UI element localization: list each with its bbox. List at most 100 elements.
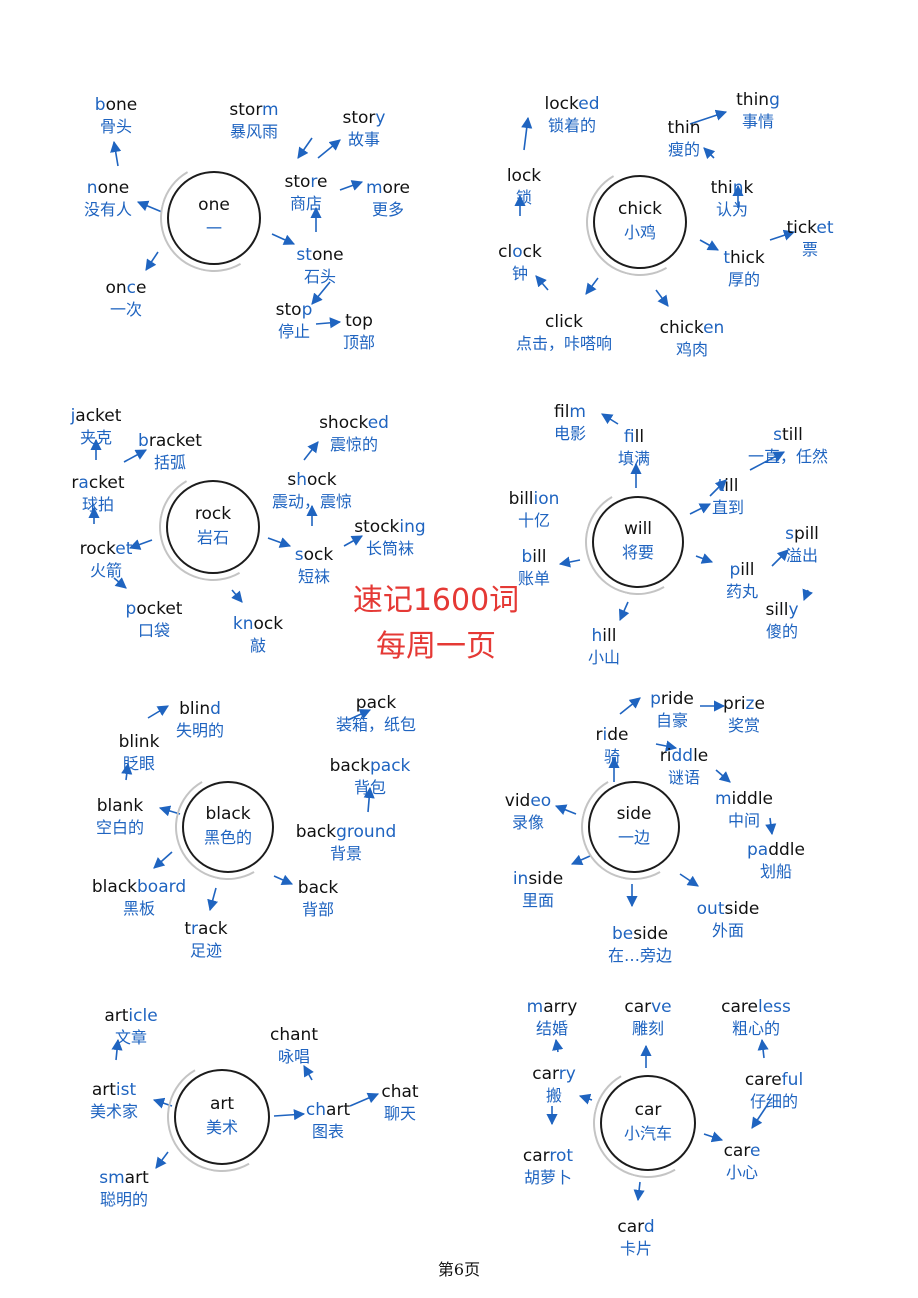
hub-black: black 黑色的 xyxy=(163,762,293,892)
hub-meaning: 美术 xyxy=(205,1118,238,1138)
word-entry: shock 震动，震惊 xyxy=(272,470,352,512)
word-entry: thick 厚的 xyxy=(723,248,764,290)
word-meaning: 口袋 xyxy=(137,621,171,640)
word-entry: stone 石头 xyxy=(296,245,343,287)
word-meaning: 傻的 xyxy=(765,622,798,641)
arrow-icon xyxy=(521,116,533,151)
word-english: track xyxy=(184,919,228,939)
hub-meaning: 一边 xyxy=(617,828,650,848)
word-entry: hill 小山 xyxy=(588,626,620,668)
word-english: none xyxy=(86,178,130,198)
word-entry: blind 失明的 xyxy=(176,699,224,741)
word-meaning: 眨眼 xyxy=(122,754,155,773)
word-meaning: 粗心的 xyxy=(731,1019,780,1038)
word-entry: click 点击，咔嗒响 xyxy=(516,312,612,354)
word-english: once xyxy=(105,278,147,298)
word-meaning: 账单 xyxy=(517,569,551,588)
word-meaning: 中间 xyxy=(727,811,760,830)
hub-ring xyxy=(166,480,260,574)
word-english: stocking xyxy=(354,517,426,537)
word-english: artist xyxy=(91,1080,137,1100)
arrow-icon xyxy=(363,786,375,813)
word-entry: pack 装箱，纸包 xyxy=(336,693,416,735)
word-meaning: 胡萝卜 xyxy=(523,1168,572,1187)
word-entry: carrot 胡萝卜 xyxy=(523,1146,573,1188)
word-english: shock xyxy=(287,470,337,490)
word-meaning: 搬 xyxy=(545,1086,562,1105)
arrow-icon xyxy=(802,588,813,602)
word-entry: film 电影 xyxy=(554,402,586,444)
arrow-icon xyxy=(343,535,363,547)
hub-label: black 黑色的 xyxy=(182,804,274,848)
arrow-icon xyxy=(158,805,181,817)
word-entry: chant 咏唱 xyxy=(270,1025,318,1067)
hub-rock: rock 岩石 xyxy=(146,460,280,594)
word-english: outside xyxy=(696,899,760,919)
word-english: pocket xyxy=(125,599,183,619)
arrow-icon xyxy=(349,1092,380,1107)
word-english: pill xyxy=(729,560,755,580)
arrow-icon xyxy=(121,762,133,781)
word-english: shocked xyxy=(319,413,389,433)
page-number: 第6页 xyxy=(437,1260,481,1279)
word-meaning: 录像 xyxy=(511,813,545,832)
word-meaning: 事情 xyxy=(741,112,775,131)
hub-word: black xyxy=(205,804,251,825)
word-entry: rocket 火箭 xyxy=(80,539,133,581)
word-entry: ticket 票 xyxy=(786,218,833,260)
hub-ring xyxy=(593,175,687,269)
word-meaning: 敲 xyxy=(249,636,266,655)
hub-meaning: 岩石 xyxy=(196,528,229,548)
word-english: inside xyxy=(512,869,564,889)
word-entry: shocked 震惊的 xyxy=(319,413,389,455)
arrow-icon xyxy=(207,887,219,912)
hub-car: car 小汽车 xyxy=(580,1055,716,1191)
word-entry: clock 钟 xyxy=(498,242,542,284)
word-english: beside xyxy=(611,924,669,944)
word-meaning: 里面 xyxy=(521,891,554,910)
word-entry: ride 骑 xyxy=(596,725,629,767)
word-entry: careful 仔细的 xyxy=(745,1070,803,1112)
arrow-icon xyxy=(317,139,341,159)
arrow-icon xyxy=(297,137,313,159)
word-meaning: 划船 xyxy=(759,862,793,881)
word-meaning: 溢出 xyxy=(785,546,819,565)
word-meaning: 填满 xyxy=(617,449,651,468)
word-english: still xyxy=(773,425,803,445)
arrow-icon xyxy=(601,413,619,425)
word-entry: outside 外面 xyxy=(697,899,760,941)
word-entry: prize 奖赏 xyxy=(723,694,765,736)
hub-ring xyxy=(588,781,680,873)
arrow-icon xyxy=(111,1038,123,1061)
arrow-icon xyxy=(267,537,292,548)
word-entry: backpack 背包 xyxy=(330,756,411,798)
arrow-icon xyxy=(535,275,549,291)
word-meaning: 小山 xyxy=(587,648,621,667)
word-english: thick xyxy=(723,248,765,268)
arrow-icon xyxy=(155,1151,169,1169)
word-meaning: 故事 xyxy=(347,130,381,149)
word-entry: card 卡片 xyxy=(617,1217,654,1259)
hub-word: car xyxy=(634,1100,662,1121)
arrow-icon xyxy=(339,180,364,191)
hub-label: side 一边 xyxy=(588,804,680,848)
word-english: stone xyxy=(296,245,344,265)
arrow-icon xyxy=(273,874,294,886)
hub-label: will 将要 xyxy=(592,519,684,563)
word-english: fill xyxy=(623,427,645,447)
word-english: thing xyxy=(736,90,780,110)
word-meaning: 背景 xyxy=(329,844,362,863)
word-meaning: 小心 xyxy=(725,1163,759,1182)
word-english: lock xyxy=(506,166,542,186)
word-entry: artist 美术家 xyxy=(90,1080,138,1122)
word-english: till xyxy=(717,476,739,496)
word-entry: background 背景 xyxy=(296,822,397,864)
arrow-icon xyxy=(689,503,712,515)
arrow-icon xyxy=(570,854,591,866)
word-entry: blank 空白的 xyxy=(96,796,144,838)
word-english: storm xyxy=(229,100,279,120)
word-english: more xyxy=(365,178,411,198)
word-meaning: 认为 xyxy=(715,200,748,219)
word-meaning: 仔细的 xyxy=(749,1092,799,1111)
